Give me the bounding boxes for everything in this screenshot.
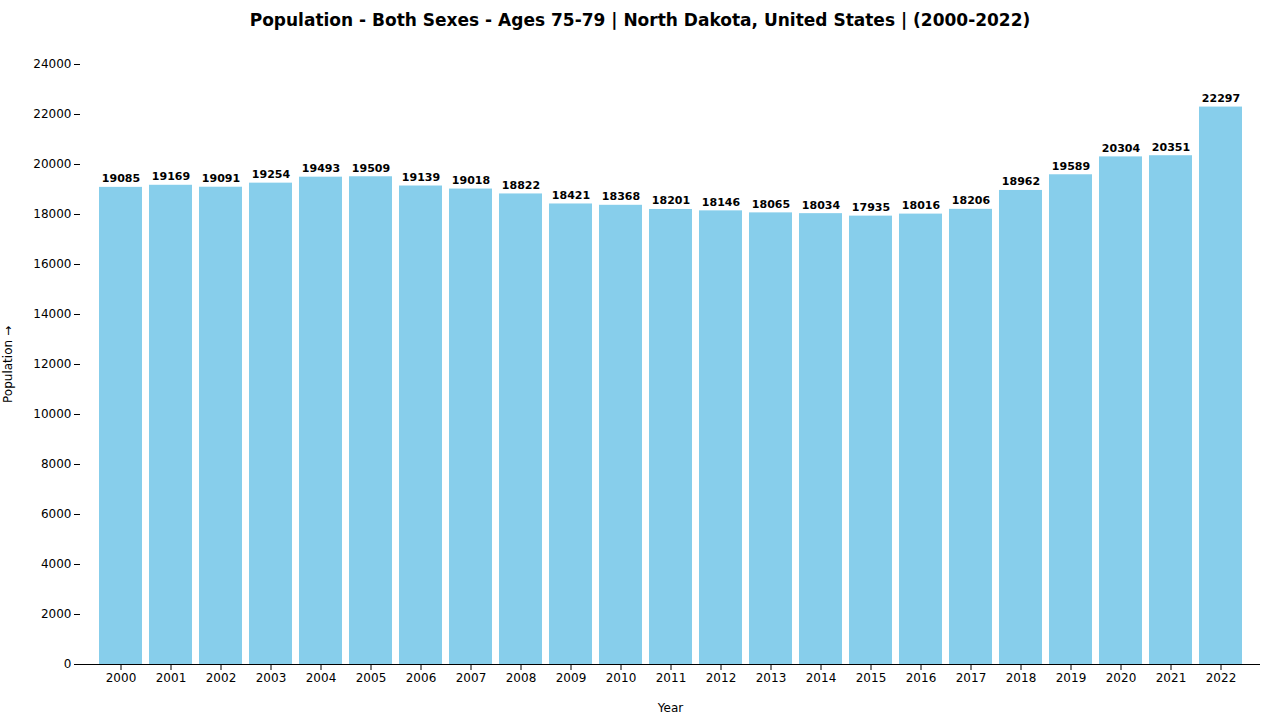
svg-text:2012: 2012 bbox=[706, 671, 737, 685]
svg-text:16000: 16000 bbox=[33, 257, 71, 271]
svg-text:2021: 2021 bbox=[1156, 671, 1187, 685]
svg-text:2004: 2004 bbox=[306, 671, 337, 685]
svg-text:6000: 6000 bbox=[41, 507, 72, 521]
svg-text:Year: Year bbox=[657, 701, 683, 715]
svg-text:2014: 2014 bbox=[806, 671, 837, 685]
svg-text:2020: 2020 bbox=[1106, 671, 1137, 685]
svg-text:2005: 2005 bbox=[356, 671, 387, 685]
svg-text:18962: 18962 bbox=[1002, 175, 1040, 188]
svg-text:10000: 10000 bbox=[33, 407, 71, 421]
svg-text:2002: 2002 bbox=[206, 671, 237, 685]
svg-text:24000: 24000 bbox=[33, 57, 71, 71]
svg-text:18206: 18206 bbox=[952, 194, 991, 207]
svg-text:22297: 22297 bbox=[1202, 92, 1240, 105]
svg-text:2018: 2018 bbox=[1006, 671, 1037, 685]
svg-text:2008: 2008 bbox=[506, 671, 537, 685]
svg-text:2022: 2022 bbox=[1206, 671, 1237, 685]
svg-text:2017: 2017 bbox=[956, 671, 987, 685]
svg-text:2001: 2001 bbox=[156, 671, 187, 685]
svg-text:19139: 19139 bbox=[402, 171, 440, 184]
svg-text:20304: 20304 bbox=[1102, 142, 1141, 155]
svg-text:2003: 2003 bbox=[256, 671, 287, 685]
svg-text:19254: 19254 bbox=[252, 168, 291, 181]
svg-text:2010: 2010 bbox=[606, 671, 637, 685]
html-text:Population - Both Sexes - Ages: Population - Both Sexes - Ages 75-79 | N… bbox=[249, 10, 1031, 30]
svg-text:18822: 18822 bbox=[502, 179, 540, 192]
svg-text:2000: 2000 bbox=[41, 607, 72, 621]
svg-text:18016: 18016 bbox=[902, 199, 941, 212]
svg-text:2009: 2009 bbox=[556, 671, 587, 685]
svg-text:2013: 2013 bbox=[756, 671, 787, 685]
svg-text:19509: 19509 bbox=[352, 162, 390, 175]
svg-text:19493: 19493 bbox=[302, 162, 340, 175]
svg-text:Population →: Population → bbox=[1, 326, 15, 403]
svg-text:19085: 19085 bbox=[102, 172, 140, 185]
svg-text:19589: 19589 bbox=[1052, 160, 1090, 173]
svg-text:18201: 18201 bbox=[652, 194, 690, 207]
svg-text:2000: 2000 bbox=[106, 671, 137, 685]
svg-text:18421: 18421 bbox=[552, 189, 590, 202]
svg-text:2006: 2006 bbox=[406, 671, 437, 685]
svg-text:18000: 18000 bbox=[33, 207, 71, 221]
svg-text:19091: 19091 bbox=[202, 172, 240, 185]
svg-text:19169: 19169 bbox=[152, 170, 190, 183]
svg-text:19018: 19018 bbox=[452, 174, 490, 187]
svg-text:12000: 12000 bbox=[33, 357, 71, 371]
svg-text:0: 0 bbox=[64, 657, 72, 671]
svg-text:2007: 2007 bbox=[456, 671, 487, 685]
svg-text:18368: 18368 bbox=[602, 190, 640, 203]
svg-text:20351: 20351 bbox=[1152, 141, 1190, 154]
svg-text:2019: 2019 bbox=[1056, 671, 1087, 685]
svg-text:22000: 22000 bbox=[33, 107, 71, 121]
svg-text:2015: 2015 bbox=[856, 671, 887, 685]
svg-text:4000: 4000 bbox=[41, 557, 72, 571]
svg-text:18065: 18065 bbox=[752, 198, 790, 211]
svg-text:18034: 18034 bbox=[802, 199, 841, 212]
svg-text:2011: 2011 bbox=[656, 671, 687, 685]
svg-text:17935: 17935 bbox=[852, 201, 890, 214]
svg-text:8000: 8000 bbox=[41, 457, 72, 471]
svg-text:2016: 2016 bbox=[906, 671, 937, 685]
svg-text:20000: 20000 bbox=[33, 157, 71, 171]
svg-text:14000: 14000 bbox=[33, 307, 71, 321]
svg-text:18146: 18146 bbox=[702, 196, 741, 209]
